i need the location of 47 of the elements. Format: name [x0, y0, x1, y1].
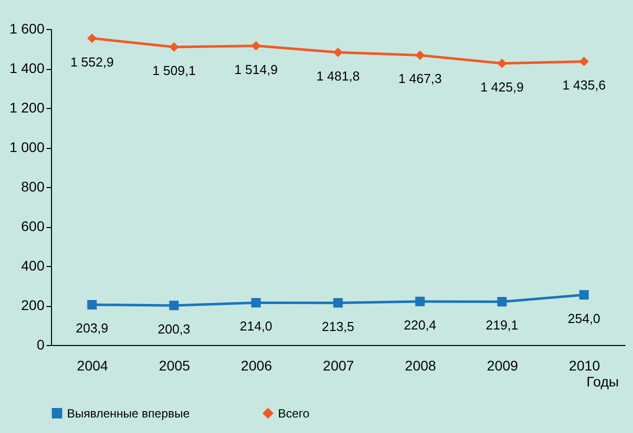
x-tick-label: 2009: [486, 358, 518, 374]
data-label: 1 481,8: [316, 68, 360, 84]
x-tick-label: 2008: [404, 358, 436, 374]
point: [251, 41, 261, 51]
point: [169, 42, 179, 52]
data-label: 200,3: [158, 321, 190, 336]
data-label: 1 425,9: [480, 79, 524, 94]
data-label: 203,9: [76, 320, 108, 336]
point: [497, 58, 507, 68]
y-tick-label: 1 600: [9, 20, 45, 36]
y-tick-label: 0: [36, 336, 45, 352]
point: [497, 296, 507, 306]
point: [333, 48, 343, 58]
point: [87, 300, 97, 310]
y-tick-label: 600: [21, 218, 45, 234]
point: [415, 50, 425, 60]
data-label: 254,0: [568, 310, 600, 326]
x-tick-label: 2007: [322, 358, 354, 374]
data-label: 1 552,9: [70, 54, 114, 70]
x-tick-label: 2005: [158, 358, 190, 374]
point: [579, 56, 589, 66]
data-label: 214,0: [240, 318, 272, 334]
x-tick-label: 2004: [76, 358, 108, 374]
point: [415, 296, 425, 306]
x-axis-title: Годы: [586, 374, 619, 390]
y-tick-label: 800: [21, 178, 45, 194]
data-label: 1 435,6: [562, 77, 606, 92]
x-tick-label: 2010: [568, 358, 600, 374]
x-tick-label: 2006: [240, 358, 272, 374]
point: [333, 298, 343, 308]
point: [87, 34, 97, 44]
data-label: 1 509,1: [152, 62, 196, 78]
data-label: 219,1: [486, 318, 518, 333]
point: [169, 300, 179, 310]
point: [579, 290, 589, 300]
data-label: 1 467,3: [398, 71, 442, 86]
data-label: 220,4: [404, 317, 436, 332]
y-tick-label: 200: [21, 297, 45, 313]
point: [251, 298, 261, 308]
data-label: 1 514,9: [234, 62, 278, 77]
y-tick-label: 1 000: [9, 139, 45, 155]
y-tick-label: 400: [21, 258, 45, 274]
legend-label: Всего: [278, 406, 310, 420]
legend-label: Выявленные впервые: [67, 406, 190, 420]
y-tick-label: 1 200: [9, 100, 45, 116]
data-label: 213,5: [322, 318, 354, 334]
y-tick-label: 1 400: [9, 60, 45, 76]
